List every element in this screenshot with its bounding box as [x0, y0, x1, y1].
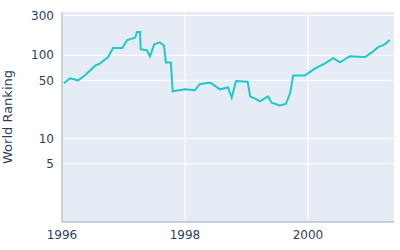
svg-text:5: 5	[46, 157, 54, 171]
svg-text:300: 300	[31, 9, 54, 23]
svg-text:1996: 1996	[47, 228, 78, 242]
svg-text:100: 100	[31, 48, 54, 62]
svg-text:2000: 2000	[293, 228, 324, 242]
svg-text:1998: 1998	[170, 228, 201, 242]
svg-text:World Ranking: World Ranking	[8, 70, 15, 164]
svg-text:50: 50	[39, 74, 54, 88]
svg-text:10: 10	[39, 132, 54, 146]
